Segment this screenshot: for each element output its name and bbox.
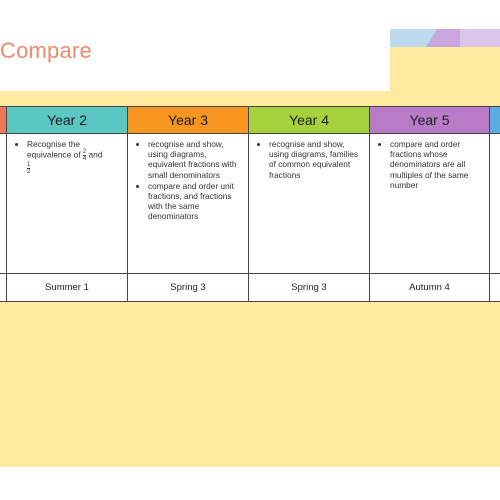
term-year-1 (0, 274, 7, 302)
fraction-two-quarters: 2 4 (82, 149, 87, 163)
fraction-one-half: 1 2 (27, 162, 31, 176)
cell-year-6 (490, 134, 500, 274)
objective-item: compare and order unit fractions, and fr… (148, 181, 244, 222)
cell-year-3: recognise and show, using diagrams, equi… (128, 134, 249, 274)
header-year-4: Year 4 (249, 106, 370, 134)
header-year-6 (490, 106, 500, 134)
cell-year-1 (0, 134, 7, 274)
objective-item: recognise and show, using diagrams, fami… (269, 139, 365, 180)
term-year-4: Spring 3 (249, 274, 370, 302)
term-year-2: Summer 1 (7, 274, 128, 302)
title-panel (0, 29, 390, 91)
cell-year-4: recognise and show, using diagrams, fami… (249, 134, 370, 274)
cell-year-5: compare and order fractions whose denomi… (370, 134, 490, 274)
header-year-3: Year 3 (128, 106, 249, 134)
header-year-5: Year 5 (370, 106, 490, 134)
header-year-1 (0, 106, 7, 134)
term-year-3: Spring 3 (128, 274, 249, 302)
term-year-6 (490, 274, 500, 302)
cell-year-2: Recognise the equivalence of 2 4 and 1 2 (7, 134, 128, 274)
objective-item: compare and order fractions whose denomi… (390, 139, 485, 190)
objective-item: Recognise the equivalence of 2 4 and 1 2 (27, 139, 123, 175)
term-year-5: Autumn 4 (370, 274, 490, 302)
header-year-2: Year 2 (7, 106, 128, 134)
decorative-banner (390, 29, 500, 47)
progression-table: Year 2 Recognise the equivalence of 2 4 … (0, 106, 500, 302)
objective-item: recognise and show, using diagrams, equi… (148, 139, 244, 180)
page-title: Compare (0, 38, 92, 63)
